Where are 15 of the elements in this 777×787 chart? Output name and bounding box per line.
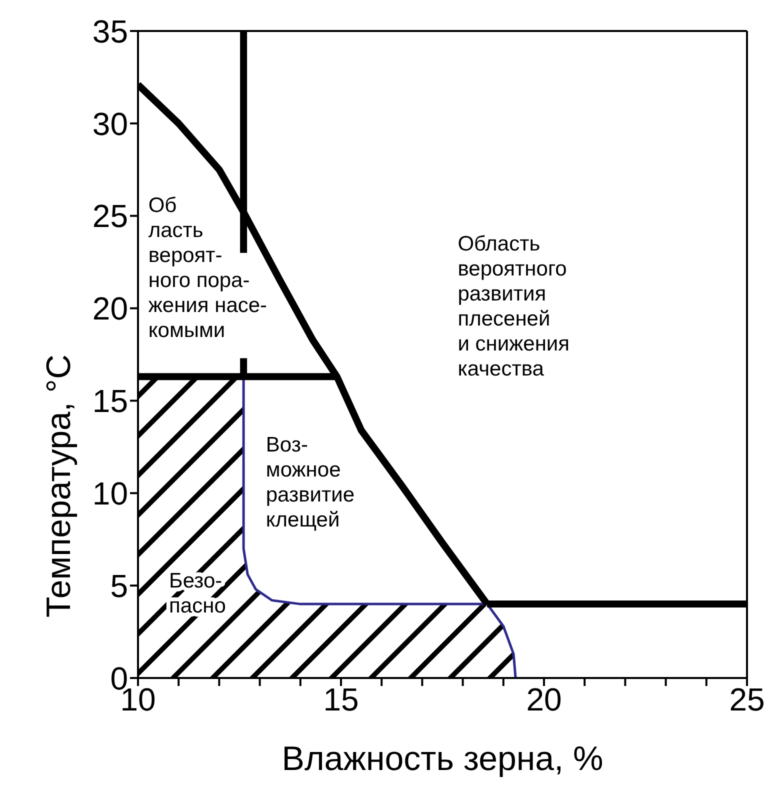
annotation: Воз- можное развитие клещей (266, 434, 355, 532)
x-tick-label: 15 (323, 682, 359, 718)
y-tick-label: 25 (92, 198, 128, 234)
y-tick-label: 20 (92, 290, 128, 327)
y-tick-label: 15 (92, 383, 128, 420)
y-axis-title: Температура, °C (40, 354, 78, 618)
y-tick-label: 30 (92, 106, 128, 142)
y-tick-label: 10 (92, 476, 128, 512)
y-tick-label: 35 (92, 13, 128, 50)
annotation: Об ласть вероят- ного пора- жения насе- комыми (148, 194, 268, 342)
x-tick-label: 20 (526, 682, 562, 718)
annotation: Область вероятного развития плесеней и снижения качества (458, 232, 570, 380)
y-tick-label: 5 (110, 568, 128, 604)
x-tick-label: 25 (729, 682, 765, 718)
x-axis-title: Влажность зерна, % (282, 740, 604, 778)
